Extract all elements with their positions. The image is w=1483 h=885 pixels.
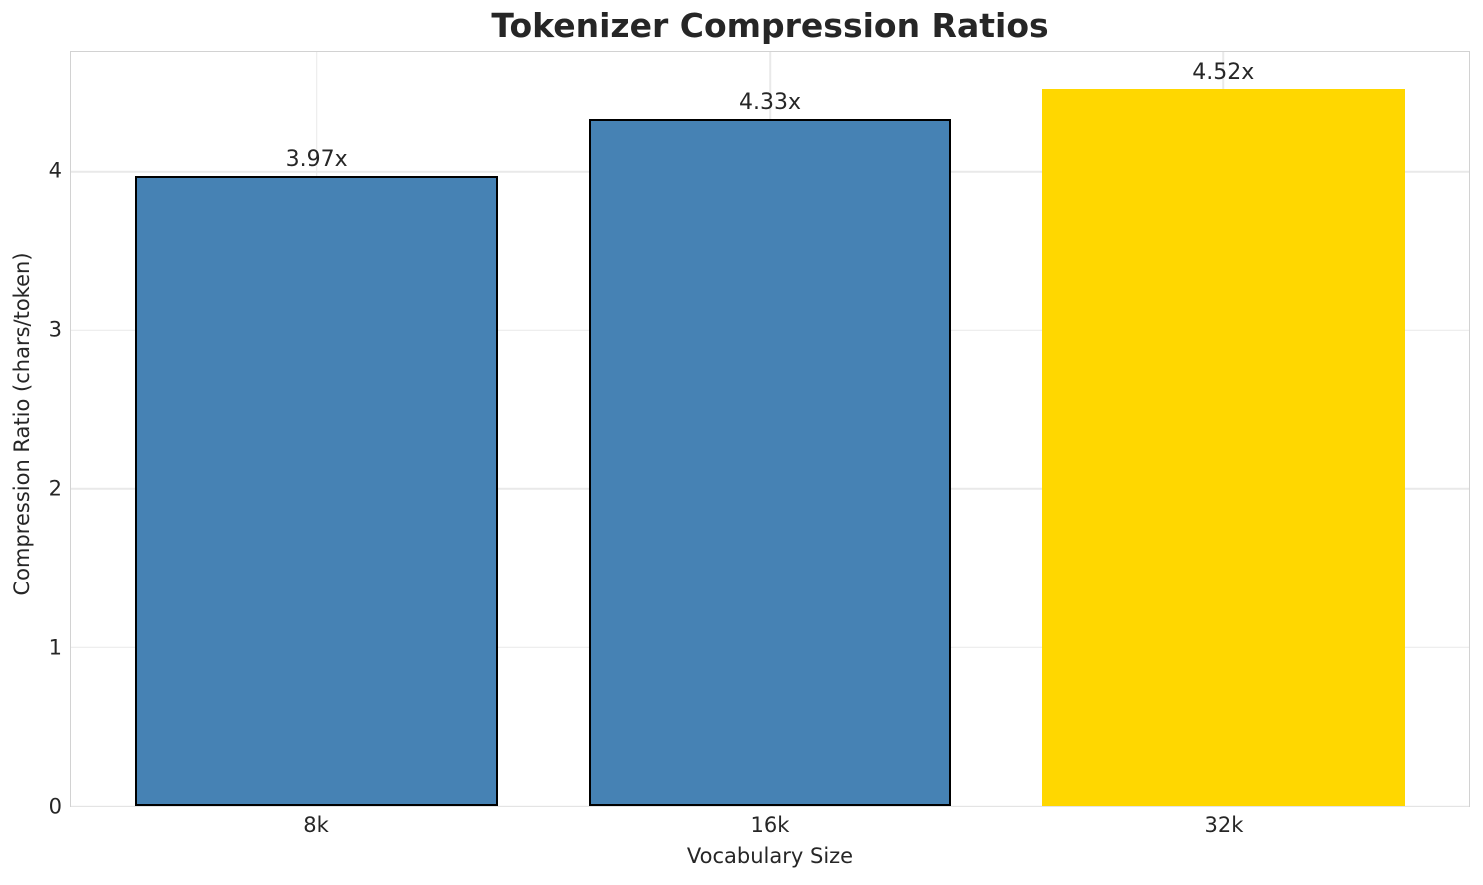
y-tick-label: 1: [48, 635, 62, 660]
x-axis-ticks: 8k 16k 32k: [70, 813, 1470, 840]
bar-value-label: 3.97x: [285, 147, 348, 173]
x-axis-label: Vocabulary Size: [686, 844, 854, 868]
bar-value-label: 4.33x: [738, 90, 802, 116]
bar: [588, 119, 952, 806]
chart-title: Tokenizer Compression Ratios: [491, 6, 1049, 45]
y-tick-label: 0: [48, 794, 62, 819]
y-axis-ticks: 0 1 2 3 4: [0, 51, 62, 817]
y-tick-label: 4: [48, 158, 62, 183]
y-tick-label: 3: [48, 317, 62, 342]
x-tick-label: 32k: [1204, 813, 1244, 837]
gridline-horizontal: [71, 805, 1469, 807]
bar: [135, 176, 498, 806]
bar: [1041, 89, 1405, 806]
x-tick-label: 16k: [750, 813, 790, 837]
plot-area: 3.97x 4.33x 4.52x: [70, 51, 1470, 807]
x-tick-label: 8k: [303, 813, 329, 837]
bar-value-label: 4.52x: [1192, 60, 1255, 86]
y-tick-label: 2: [48, 476, 62, 501]
